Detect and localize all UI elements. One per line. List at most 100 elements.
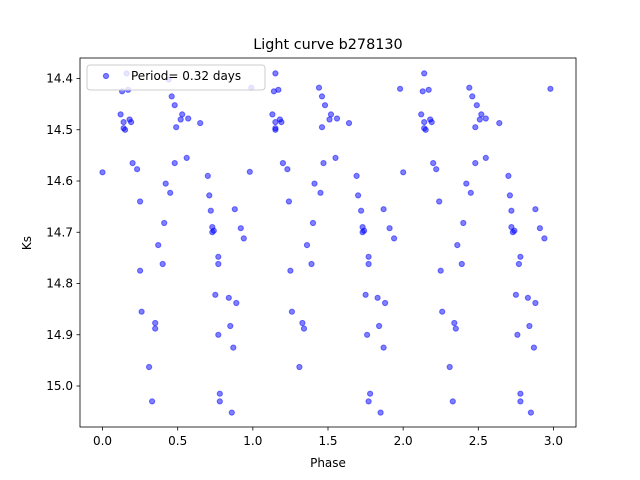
x-tick-label: 3.0 (544, 434, 563, 448)
data-point (345, 120, 353, 127)
data-point (476, 116, 483, 123)
data-point (288, 308, 295, 315)
data-point (386, 225, 393, 232)
data-point (505, 172, 512, 179)
data-point (122, 126, 129, 133)
data-point (451, 319, 458, 327)
data-point (532, 299, 539, 307)
data-point (315, 84, 323, 91)
data-point (367, 390, 374, 397)
data-point (117, 111, 124, 118)
data-point (512, 291, 520, 298)
data-point (355, 192, 362, 199)
data-point (173, 124, 180, 131)
data-point (380, 344, 387, 351)
data-point (377, 409, 384, 416)
data-point (472, 160, 479, 167)
data-point (300, 325, 308, 332)
data-point (215, 260, 222, 268)
y-tick-label: 15.0 (46, 379, 73, 393)
data-point (216, 398, 223, 405)
data-point (161, 219, 168, 227)
data-point (454, 242, 461, 249)
data-point (527, 409, 535, 416)
data-point (215, 253, 222, 260)
data-point (159, 260, 166, 268)
data-point (506, 192, 513, 199)
data-point (227, 322, 234, 330)
data-point (272, 70, 279, 77)
data-point (446, 363, 453, 371)
data-point (514, 331, 521, 338)
data-point (421, 70, 428, 77)
data-point (269, 111, 276, 118)
data-point (397, 85, 404, 92)
x-axis-ticks: 0.0 0.5 1.0 1.5 2.0 2.5 3.0 (93, 427, 563, 448)
data-point (152, 319, 159, 327)
y-tick-label: 14.6 (46, 174, 73, 188)
data-point (185, 115, 192, 122)
data-point (430, 160, 437, 167)
data-point (463, 180, 470, 187)
chart-title: Light curve b278130 (253, 37, 402, 53)
data-point (299, 319, 306, 327)
data-point (326, 116, 333, 123)
data-point (168, 93, 175, 100)
data-point (215, 331, 222, 338)
y-axis-ticks: 14.4 14.5 14.6 14.7 14.8 14.9 15.0 (46, 72, 80, 393)
data-point (382, 299, 389, 307)
data-point (365, 398, 372, 405)
data-point (134, 166, 141, 173)
data-point (129, 160, 136, 167)
data-point (146, 363, 153, 371)
data-point (230, 344, 237, 351)
data-point (120, 119, 127, 126)
x-tick-label: 2.0 (394, 434, 413, 448)
data-point (473, 102, 480, 109)
data-point (320, 160, 327, 167)
data-point (327, 111, 335, 118)
data-point (547, 85, 554, 92)
data-point (275, 86, 282, 93)
legend-marker (102, 72, 110, 80)
data-point (469, 93, 476, 100)
data-point (233, 299, 240, 307)
data-point (376, 322, 383, 330)
data-point (418, 111, 425, 118)
data-point (228, 409, 235, 416)
data-point (155, 242, 162, 249)
x-tick-label: 2.5 (469, 434, 488, 448)
data-point (532, 206, 539, 213)
data-point (284, 166, 291, 173)
data-point (278, 119, 285, 126)
data-point (171, 160, 178, 167)
data-point (210, 227, 217, 234)
data-point (374, 294, 381, 301)
data-point (391, 235, 398, 242)
data-point (177, 116, 184, 123)
data-point (361, 227, 368, 234)
data-point (287, 267, 294, 274)
data-point (433, 166, 440, 173)
x-tick-label: 0.0 (93, 434, 112, 448)
legend-box (86, 64, 266, 91)
data-point (183, 154, 190, 161)
data-point (231, 206, 238, 213)
data-point (149, 398, 156, 405)
y-tick-label: 14.7 (46, 225, 73, 239)
data-point (425, 86, 432, 93)
data-point (466, 84, 473, 91)
x-tick-label: 1.5 (318, 434, 337, 448)
data-point (449, 398, 456, 405)
plot-area (80, 58, 576, 427)
data-point (482, 154, 489, 161)
data-point (333, 115, 341, 122)
data-point (541, 235, 548, 242)
data-point (204, 172, 211, 179)
data-point (321, 102, 329, 109)
data-point (167, 189, 174, 196)
x-tick-label: 0.5 (168, 434, 187, 448)
y-tick-label: 14.4 (46, 72, 73, 86)
data-point (318, 124, 326, 131)
